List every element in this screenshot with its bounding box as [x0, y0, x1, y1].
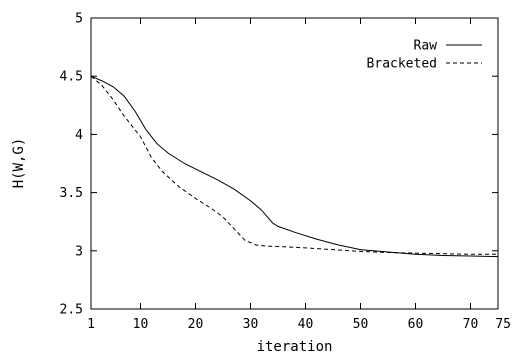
series-line-raw [90, 75, 499, 258]
legend-label-bracketed: Bracketed [367, 57, 437, 72]
x-axis-label: iteration [257, 339, 333, 354]
x-tick-label: 20 [188, 317, 204, 332]
x-axis-ticks: 1 10 20 30 40 50 60 70 75 [87, 18, 511, 332]
x-tick-label: 10 [133, 317, 149, 332]
legend-label-raw: Raw [414, 39, 438, 54]
y-tick-label: 4 [75, 128, 83, 143]
series-group [90, 75, 499, 258]
x-tick-label: 40 [298, 317, 314, 332]
x-tick-label: 60 [408, 317, 424, 332]
x-tick-label: 1 [87, 317, 95, 332]
y-tick-label: 3 [75, 244, 83, 259]
y-tick-label: 3.5 [60, 186, 83, 201]
plot-frame [90, 17, 499, 310]
x-tick-label: 75 [495, 317, 511, 332]
x-tick-label: 30 [243, 317, 259, 332]
legend: Raw Bracketed [367, 39, 482, 72]
y-axis-label: H(W,G) [11, 138, 27, 189]
series-line-bracketed [90, 75, 498, 255]
x-tick-label: 50 [353, 317, 369, 332]
y-axis-ticks: 2.5 3 3.5 4 4.5 5 [60, 12, 498, 318]
y-tick-label: 5 [75, 12, 83, 27]
x-tick-label: 70 [463, 317, 479, 332]
y-tick-label: 2.5 [60, 303, 83, 318]
y-tick-label: 4.5 [60, 70, 83, 85]
